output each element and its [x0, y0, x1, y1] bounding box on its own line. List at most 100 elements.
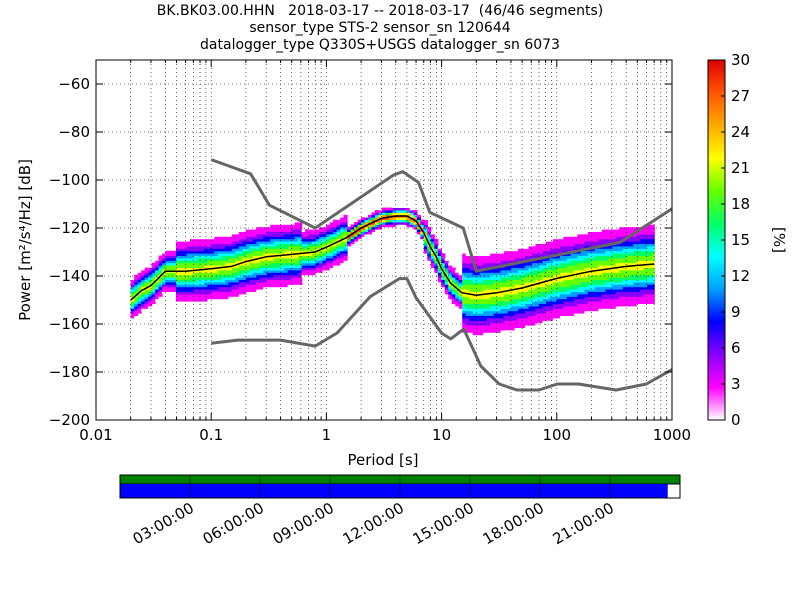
heatmap-cell [137, 308, 142, 312]
heatmap-cell [207, 260, 212, 264]
heatmap-cell [580, 255, 585, 259]
heatmap-cell [193, 262, 198, 266]
heatmap-cell [242, 246, 247, 249]
heatmap-cell [130, 294, 135, 297]
heatmap-cell [650, 270, 655, 273]
heatmap-cell [214, 253, 219, 256]
heatmap-cell [294, 236, 299, 240]
chart-title-line-3: datalogger_type Q330S+USGS datalogger_sn… [200, 37, 560, 53]
heatmap-cell [486, 308, 491, 312]
heatmap-cell [469, 279, 474, 283]
heatmap-cell [626, 241, 631, 244]
heatmap-cell [434, 241, 439, 244]
heatmap-cell [238, 231, 243, 235]
heatmap-cell [504, 325, 509, 328]
heatmap-cell [643, 270, 648, 273]
heatmap-cell [277, 236, 282, 240]
heatmap-cell [601, 301, 606, 304]
heatmap-cell [183, 267, 188, 271]
heatmap-cell [643, 253, 648, 256]
heatmap-cell [249, 253, 254, 256]
heatmap-cell [601, 296, 606, 300]
heatmap-cell [577, 306, 582, 309]
heatmap-cell [155, 286, 160, 290]
heatmap-cell [176, 289, 181, 292]
heatmap-cell [525, 267, 530, 271]
heatmap-cell [563, 296, 568, 300]
heatmap-cell [650, 272, 655, 276]
heatmap-cell [277, 255, 282, 259]
heatmap-cell [573, 267, 578, 271]
heatmap-cell [472, 284, 477, 288]
heatmap-cell [266, 224, 271, 228]
heatmap-cell [643, 306, 648, 309]
heatmap-cell [158, 267, 163, 271]
heatmap-cell [552, 236, 558, 240]
heatmap-cell [570, 231, 575, 235]
heatmap-cell [340, 236, 345, 240]
heatmap-cell [619, 262, 624, 266]
heatmap-cell [573, 243, 578, 247]
heatmap-cell [326, 265, 331, 268]
heatmap-cell [633, 234, 638, 237]
time-tick-label: 06:00:00 [200, 499, 267, 548]
heatmap-cell [231, 267, 236, 271]
heatmap-cell [319, 253, 324, 256]
heatmap-cell [594, 270, 599, 273]
heatmap-cell [486, 313, 491, 316]
heatmap-cell [179, 298, 184, 302]
heatmap-cell [263, 250, 268, 254]
heatmap-cell [504, 298, 509, 302]
heatmap-cell [608, 308, 613, 312]
heatmap-cell [437, 258, 442, 261]
heatmap-cell [350, 229, 355, 232]
heatmap-cell [228, 241, 233, 244]
heatmap-cell [584, 313, 589, 316]
heatmap-cell [647, 296, 652, 300]
heatmap-cell [183, 277, 188, 280]
heatmap-cell [545, 315, 551, 319]
heatmap-cell [521, 301, 526, 304]
heatmap-cell [615, 250, 620, 254]
heatmap-cell [200, 286, 205, 290]
heatmap-cell [427, 226, 432, 230]
heatmap-cell [291, 267, 296, 271]
heatmap-cell [277, 241, 282, 244]
heatmap-cell [559, 274, 565, 278]
heatmap-cell [287, 277, 292, 280]
heatmap-cell [169, 289, 174, 292]
heatmap-cell [252, 250, 257, 254]
heatmap-cell [298, 255, 303, 259]
heatmap-cell [148, 270, 153, 273]
heatmap-cell [542, 294, 547, 297]
heatmap-cell [134, 303, 139, 307]
heatmap-cell [301, 253, 306, 256]
heatmap-cell [329, 246, 334, 249]
heatmap-cell [305, 236, 310, 240]
heatmap-cell [458, 308, 463, 312]
heatmap-cell [598, 234, 603, 237]
heatmap-cell [507, 318, 512, 321]
time-tick-label: 15:00:00 [410, 499, 477, 548]
heatmap-cell [203, 241, 209, 244]
heatmap-cell [196, 250, 202, 254]
heatmap-cell [636, 277, 641, 280]
heatmap-cell [580, 286, 585, 290]
heatmap-cell [277, 282, 282, 285]
heatmap-cell [273, 234, 278, 237]
heatmap-cell [591, 255, 596, 259]
heatmap-cell [144, 284, 149, 288]
heatmap-cell [186, 282, 191, 285]
heatmap-cell [612, 286, 617, 290]
heatmap-cell [277, 248, 282, 252]
heatmap-cell [626, 282, 631, 285]
heatmap-cell [532, 310, 537, 314]
heatmap-cell [169, 277, 174, 280]
heatmap-cell [650, 303, 655, 307]
heatmap-cell [469, 260, 474, 264]
heatmap-cell [252, 272, 257, 276]
heatmap-cell [591, 279, 596, 283]
heatmap-cell [249, 289, 254, 292]
heatmap-cell [507, 274, 512, 278]
heatmap-cell [448, 279, 453, 283]
